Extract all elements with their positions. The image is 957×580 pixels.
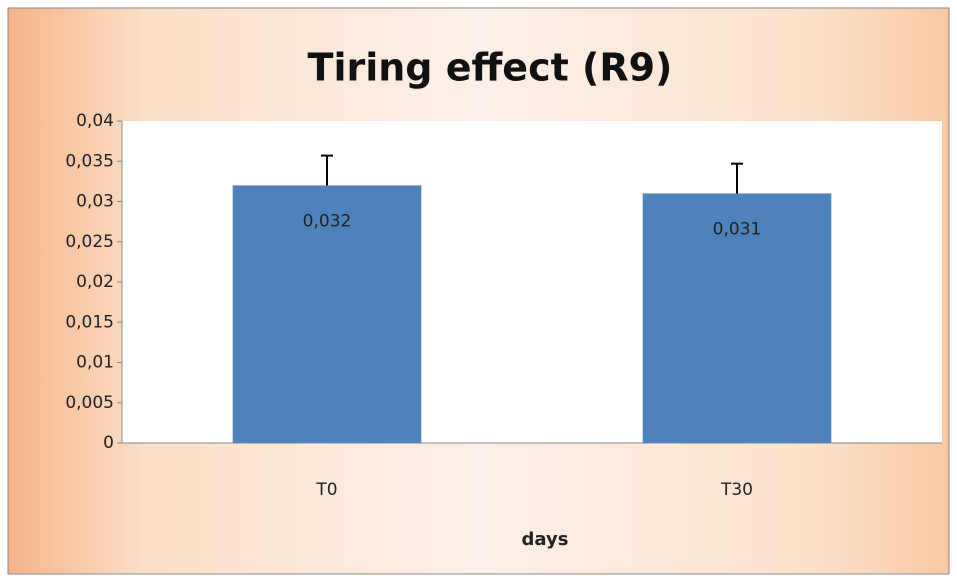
y-tick-label: 0,005 <box>65 393 114 413</box>
value-label: 0,031 <box>713 219 762 239</box>
bar <box>232 185 422 443</box>
y-tick-label: 0,04 <box>76 111 114 131</box>
y-tick-label: 0,025 <box>65 232 114 252</box>
y-tick-label: 0,02 <box>76 272 114 292</box>
y-tick-label: 0,035 <box>65 151 114 171</box>
y-tick-label: 0 <box>103 433 114 453</box>
y-tick-label: 0,03 <box>76 192 114 212</box>
value-label: 0,032 <box>303 211 352 231</box>
bar <box>642 193 832 443</box>
y-tick-label: 0,015 <box>65 312 114 332</box>
chart-title: Tiring effect (R9) <box>308 46 673 90</box>
x-axis-label: days <box>522 529 569 550</box>
x-tick-label: T0 <box>315 480 337 500</box>
x-tick-label: T30 <box>720 480 753 500</box>
y-tick-label: 0,01 <box>76 353 114 373</box>
